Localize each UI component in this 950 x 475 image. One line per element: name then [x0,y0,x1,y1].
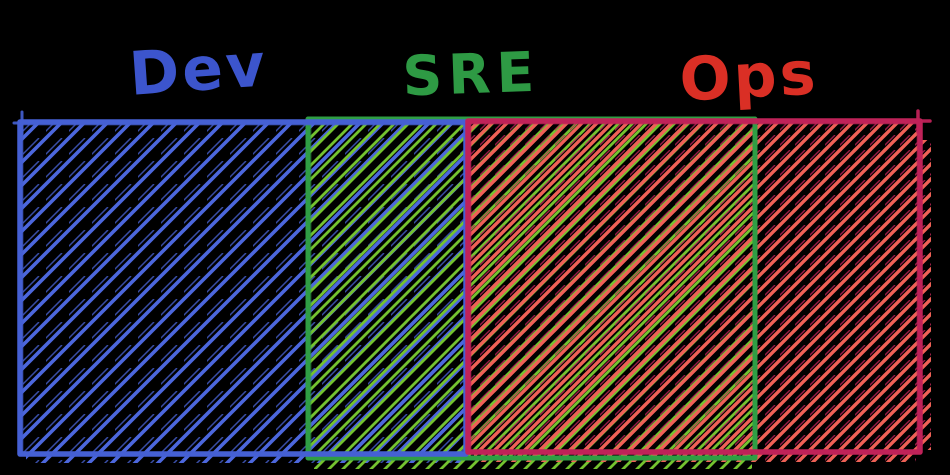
ops-hatch-overshoot-right [920,140,931,450]
ops-set-border [465,118,923,455]
dev-border-corner-overshoot [12,110,36,136]
dev-set-border-echo [21,123,466,454]
sre-hatch-overshoot-bottom [314,458,752,469]
ops-set-hatch-area [468,121,920,452]
ops-label: Ops [678,38,820,115]
ops-border-corner-overshoot [908,109,932,134]
dev-hatch-overshoot-bottom [26,454,462,463]
dev-label: Dev [127,30,270,109]
ops-set-border-echo [469,122,919,452]
sre-label: SRE [401,40,541,109]
